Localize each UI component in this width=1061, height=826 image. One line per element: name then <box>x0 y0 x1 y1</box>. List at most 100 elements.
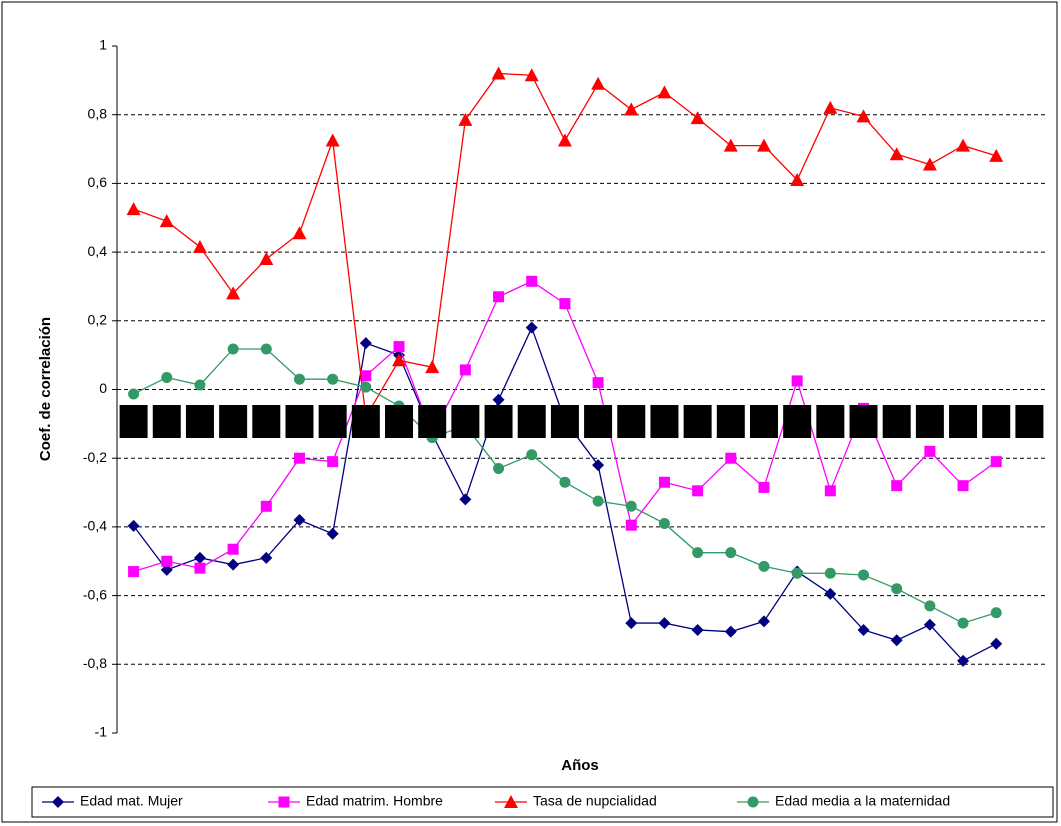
point <box>193 551 206 564</box>
x-tick-label-block <box>617 405 646 438</box>
x-tick-label-block <box>152 405 181 438</box>
x-tick-label-block <box>119 405 148 438</box>
point <box>690 111 705 125</box>
x-tick-label-block <box>816 405 845 438</box>
x-tick-label-block <box>982 405 1011 438</box>
point <box>325 133 340 147</box>
point <box>425 360 440 374</box>
legend-label: Edad media a la maternidad <box>775 793 950 809</box>
legend-label: Edad matrim. Hombre <box>306 793 443 809</box>
x-tick-label-block <box>185 405 214 438</box>
y-axis-label: Coef. de correlación <box>37 317 54 461</box>
point <box>459 364 471 376</box>
x-tick-label-block <box>219 405 248 438</box>
x-tick-label-block <box>849 405 878 438</box>
point <box>891 583 903 595</box>
point <box>327 373 339 385</box>
legend-label: Tasa de nupcialidad <box>533 793 657 809</box>
point <box>957 617 969 629</box>
point <box>260 343 272 355</box>
point <box>625 617 638 630</box>
x-tick-label-block <box>1015 405 1044 438</box>
point <box>526 275 538 287</box>
x-tick-label-block <box>650 405 679 438</box>
point <box>260 551 273 564</box>
point <box>757 615 770 628</box>
y-tick-label: -0,2 <box>83 449 107 465</box>
point <box>890 634 903 647</box>
point <box>360 381 372 393</box>
point <box>624 102 639 116</box>
y-tick-label: -0,8 <box>83 655 107 671</box>
x-tick-label-block <box>385 405 414 438</box>
y-tick-label: -1 <box>95 724 108 740</box>
x-tick-label-block <box>683 405 712 438</box>
x-tick-label-block <box>285 405 314 438</box>
point <box>292 226 307 240</box>
point <box>52 796 64 808</box>
point <box>524 68 539 82</box>
point <box>227 558 240 571</box>
point <box>393 341 405 353</box>
point <box>278 796 290 808</box>
point <box>723 138 738 152</box>
point <box>492 393 505 406</box>
point <box>591 76 606 90</box>
point <box>260 500 272 512</box>
point <box>725 547 737 559</box>
point <box>227 343 239 355</box>
point <box>392 353 407 367</box>
point <box>226 286 241 300</box>
point <box>791 375 803 387</box>
x-tick-label-block <box>451 405 480 438</box>
point <box>922 157 937 171</box>
point <box>924 600 936 612</box>
point <box>891 480 903 492</box>
x-tick-label-block <box>783 405 812 438</box>
x-tick-label-block <box>749 405 778 438</box>
point <box>790 172 805 186</box>
point <box>989 148 1004 162</box>
point <box>990 456 1002 468</box>
point <box>725 452 737 464</box>
point <box>692 547 704 559</box>
legend-label: Edad mat. Mujer <box>80 793 183 809</box>
point <box>360 370 372 382</box>
y-tick-label: -0,4 <box>83 518 107 534</box>
point <box>824 567 836 579</box>
point <box>858 569 870 581</box>
point <box>504 795 518 808</box>
point <box>459 493 472 506</box>
point <box>747 796 759 808</box>
x-tick-label-block <box>882 405 911 438</box>
y-tick-label: -0,6 <box>83 586 107 602</box>
point <box>592 459 605 472</box>
point <box>160 563 173 576</box>
y-tick-label: 0,6 <box>88 174 108 190</box>
point <box>293 514 306 527</box>
point <box>491 66 506 80</box>
point <box>823 100 838 114</box>
point <box>924 445 936 457</box>
point <box>327 456 339 468</box>
y-tick-label: 0 <box>99 380 107 396</box>
x-tick-label-block <box>318 405 347 438</box>
point <box>592 377 604 389</box>
point <box>194 562 206 574</box>
point <box>359 337 372 350</box>
legend-box <box>31 786 1054 818</box>
point <box>658 517 670 529</box>
x-tick-label-block <box>949 405 978 438</box>
point <box>990 607 1002 619</box>
point <box>691 623 704 636</box>
point <box>326 527 339 540</box>
y-tick-label: 0,8 <box>88 105 108 121</box>
point <box>559 298 571 310</box>
point <box>161 371 173 383</box>
point <box>126 202 141 216</box>
point <box>559 476 571 488</box>
point <box>957 654 970 667</box>
point <box>192 239 207 253</box>
point <box>493 291 505 303</box>
